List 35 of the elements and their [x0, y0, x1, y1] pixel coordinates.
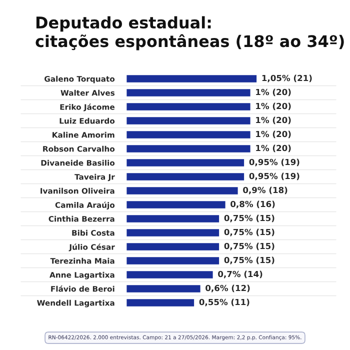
bar [126, 74, 258, 84]
bar [126, 242, 220, 252]
data-label: 1% (20) [256, 88, 291, 96]
data-label: 1% (20) [256, 116, 291, 124]
bar [126, 228, 220, 238]
data-label: 1% (20) [256, 144, 291, 152]
data-label: 1,05% (21) [262, 74, 312, 82]
bar [126, 284, 202, 294]
bar [126, 172, 246, 182]
data-label: 0,75% (15) [224, 214, 274, 222]
bar [126, 270, 214, 280]
bar [126, 144, 252, 154]
bar [126, 130, 252, 140]
data-label: 1% (20) [256, 130, 291, 138]
data-label: 0,75% (15) [224, 228, 274, 236]
data-label: 0,95% (19) [249, 172, 300, 180]
bar [126, 102, 252, 112]
data-label: 0,75% (15) [224, 256, 274, 264]
bar [126, 200, 227, 210]
bar [126, 88, 252, 98]
data-label: 0,7% (14) [218, 270, 262, 278]
data-label: 1% (20) [256, 102, 291, 110]
data-label: 0,6% (12) [206, 284, 250, 292]
data-label: 0,8% (16) [230, 200, 275, 208]
data-label: 0,9% (18) [243, 186, 288, 194]
data-label: 0,95% (19) [249, 158, 300, 166]
chart-title: Deputado estadual: citações espontâneas (18º ao 34º) [36, 16, 344, 50]
bar [126, 256, 220, 266]
bar [126, 298, 196, 308]
data-label: 0,75% (15) [224, 242, 274, 250]
bar [126, 158, 246, 168]
data-label: 0,55% (11) [199, 298, 250, 306]
bar [126, 214, 220, 224]
bar [126, 186, 240, 196]
bar [126, 116, 252, 126]
